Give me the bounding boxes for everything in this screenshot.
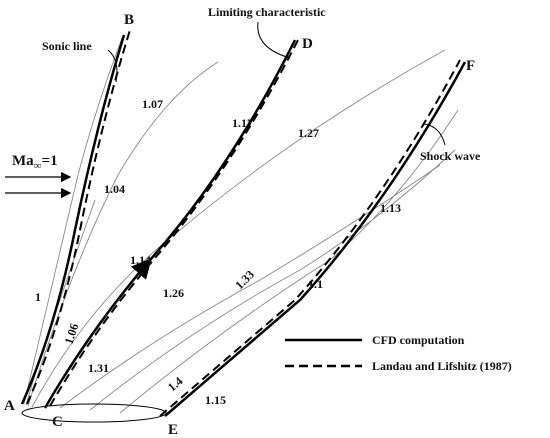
mach-label: 1.15	[205, 393, 226, 407]
mach-label: 1	[35, 290, 41, 304]
legend-label: Landau and Lifshitz (1987)	[372, 359, 512, 373]
mach-label: 1.14	[130, 253, 151, 267]
point-label: C	[52, 414, 63, 430]
mach-label: 1.06	[62, 322, 82, 346]
legend-label: CFD computation	[372, 333, 465, 347]
point-label: F	[466, 58, 475, 74]
freestream-label: Ma∞=1	[12, 153, 58, 172]
body	[21, 403, 167, 423]
streamlines	[23, 37, 459, 414]
mach-label: 1.27	[298, 126, 319, 140]
legend: CFD computation Landau and Lifshitz (1987…	[285, 333, 512, 373]
mach-label: 1.1	[308, 277, 323, 291]
fs-rest: =1	[42, 153, 58, 169]
mach-label: 1.33	[232, 267, 257, 292]
annotation: Shock wave	[420, 149, 481, 163]
mach-label: 1.07	[142, 97, 163, 111]
labels: A B C D E F Sonic line Limiting characteristic S…	[4, 5, 481, 438]
dashed-lines	[26, 29, 461, 417]
solid-lines	[20, 34, 467, 417]
point-label: E	[168, 422, 178, 438]
freestream-arrows	[5, 171, 72, 199]
fs-base: Ma	[12, 153, 34, 169]
mach-label: 1.4	[165, 374, 185, 394]
mach-label: 1.17	[232, 116, 253, 130]
annotation: Sonic line	[42, 39, 92, 53]
point-label: A	[4, 398, 15, 414]
leaders	[107, 21, 446, 146]
mach-label: 1.31	[88, 361, 109, 375]
point-label: B	[124, 12, 134, 28]
point-label: D	[302, 36, 313, 52]
fs-sub: ∞	[34, 160, 42, 172]
mach-label: 1.13	[380, 201, 401, 215]
mach-label: 1.04	[104, 182, 125, 196]
annotation: Limiting characteristic	[208, 5, 326, 19]
mach-label: 1.26	[163, 286, 184, 300]
